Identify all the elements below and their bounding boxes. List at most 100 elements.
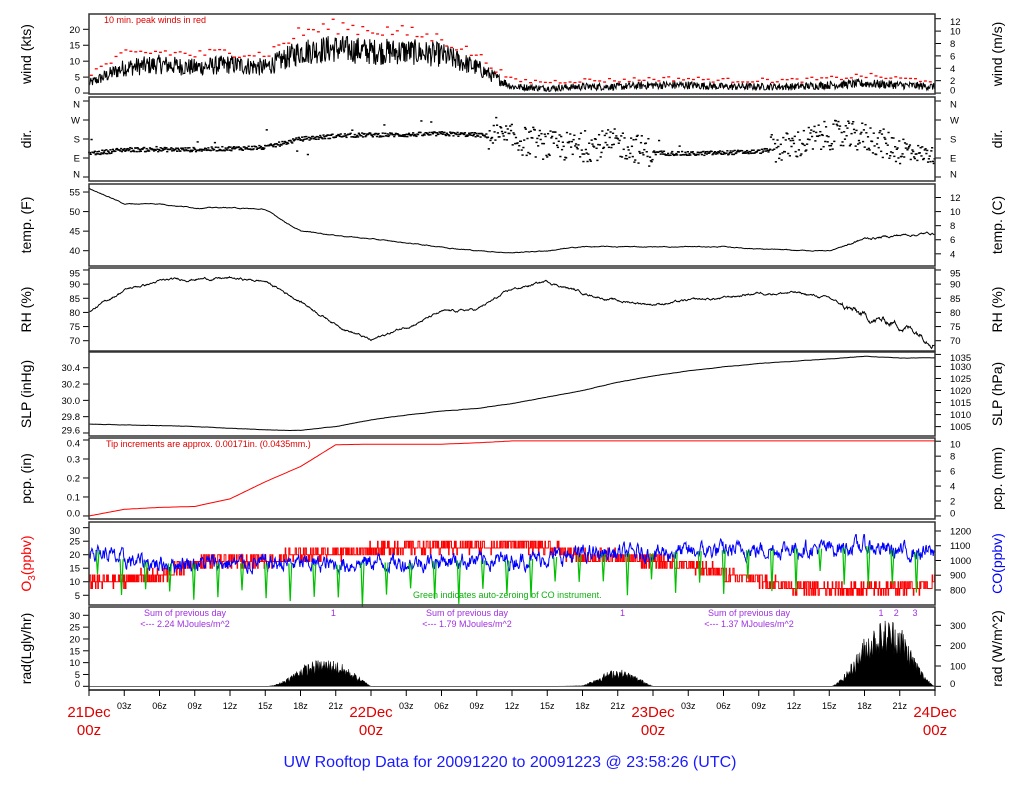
direction-point [615, 135, 618, 137]
direction-point [765, 148, 768, 150]
direction-point [401, 135, 404, 137]
direction-point [653, 151, 657, 154]
direction-point [676, 154, 679, 156]
direction-point [882, 128, 885, 130]
direction-point [220, 149, 223, 152]
date-tick-label: 24Dec [913, 704, 957, 721]
time-axis: 03z 06z 09z 12z 15z 18z 21z 03z 06z 09z 12z 15z 18z 2… [67, 689, 957, 739]
right-axis-label: SLP (hPa) [989, 362, 1005, 426]
direction-point [562, 145, 565, 148]
direction-point [741, 152, 745, 154]
direction-point [717, 150, 720, 153]
direction-point [301, 136, 304, 138]
peak-wind-mark [499, 69, 503, 71]
data-layer-wind: 10 min. peak winds in red [88, 15, 936, 93]
right-tick-label: 6 [950, 51, 955, 62]
direction-point [415, 135, 418, 138]
peak-wind-mark [731, 81, 735, 83]
left-tick-label: 40 [69, 246, 80, 257]
direction-point [547, 153, 550, 155]
direction-point [821, 134, 824, 137]
direction-point [779, 143, 782, 146]
direction-point [752, 149, 755, 151]
peak-wind-mark [218, 48, 222, 51]
direction-point [823, 120, 826, 123]
direction-point [570, 140, 574, 143]
peak-wind-mark [435, 33, 439, 35]
peak-wind-mark [89, 74, 93, 76]
direction-point [358, 133, 361, 136]
hour-tick-label: 21z [610, 701, 625, 711]
direction-point [851, 123, 854, 125]
direction-point [129, 150, 133, 153]
direction-point [549, 130, 552, 132]
direction-point [165, 147, 168, 149]
peak-wind-mark [603, 81, 607, 83]
left-tick-label: 85 [69, 294, 80, 305]
direction-point [866, 136, 870, 138]
peak-wind-mark [395, 30, 399, 32]
right-tick-label: 4 [950, 64, 955, 75]
direction-point [252, 148, 255, 150]
direction-point [534, 156, 537, 158]
direction-point [822, 145, 825, 148]
direction-point [387, 135, 390, 138]
direction-point [714, 153, 717, 155]
direction-point [277, 144, 280, 146]
peak-wind-mark [543, 81, 547, 84]
direction-point [647, 137, 650, 140]
o3-label-sub: 3 [27, 575, 38, 581]
direction-point [592, 145, 595, 147]
direction-point [463, 132, 467, 134]
peak-wind-mark [780, 78, 784, 81]
direction-point [313, 138, 316, 140]
direction-point [434, 131, 437, 134]
direction-point [158, 149, 161, 152]
direction-point [271, 144, 274, 147]
direction-point [291, 142, 294, 144]
panel-temp: 40 45 50 55 4 6 8 10 12 temp. (F) temp. (C) [18, 183, 1005, 267]
direction-point [95, 153, 98, 155]
peak-wind-mark [302, 34, 306, 36]
right-tick-label: W [950, 116, 959, 127]
direction-point [603, 134, 606, 137]
direction-point [628, 156, 631, 159]
direction-point [631, 155, 634, 158]
direction-point [458, 133, 462, 136]
direction-point [390, 132, 393, 135]
direction-point [268, 144, 272, 146]
direction-point [97, 150, 101, 153]
peak-wind-mark [366, 30, 370, 32]
peak-wind-mark [139, 50, 143, 52]
direction-point [809, 132, 812, 134]
peak-wind-mark [326, 28, 330, 30]
left-tick-label: 0.1 [67, 492, 80, 503]
direction-point [893, 155, 896, 158]
left-tick-label: 20 [69, 634, 80, 645]
left-axis-label: RH (%) [18, 287, 34, 333]
direction-point [891, 151, 894, 154]
direction-point [813, 125, 816, 128]
data-layer-pcp: Tip increments are approx. 0.00171in. (0… [88, 439, 935, 517]
peak-wind-mark [622, 78, 626, 80]
peak-wind-mark [455, 49, 459, 51]
peak-wind-mark [761, 77, 765, 79]
direction-point [514, 142, 517, 145]
direction-point [681, 150, 684, 153]
direction-point [119, 150, 122, 152]
direction-point [815, 131, 818, 134]
panel-slp: 29.6 29.8 30.0 30.2 30.4 10051010101510201025… [18, 351, 1005, 437]
daily-sum-value: <--- 1.79 MJoules/m^2 [422, 619, 512, 629]
direction-point [435, 132, 439, 134]
peak-wind-mark [390, 33, 394, 36]
direction-point [243, 146, 246, 148]
direction-point [106, 150, 110, 152]
direction-point [370, 134, 374, 137]
co-autozero-mark [143, 562, 148, 590]
direction-point [926, 149, 929, 152]
direction-point [396, 133, 399, 135]
direction-point [375, 135, 379, 138]
peak-wind-mark [282, 42, 286, 45]
direction-point [360, 134, 363, 137]
